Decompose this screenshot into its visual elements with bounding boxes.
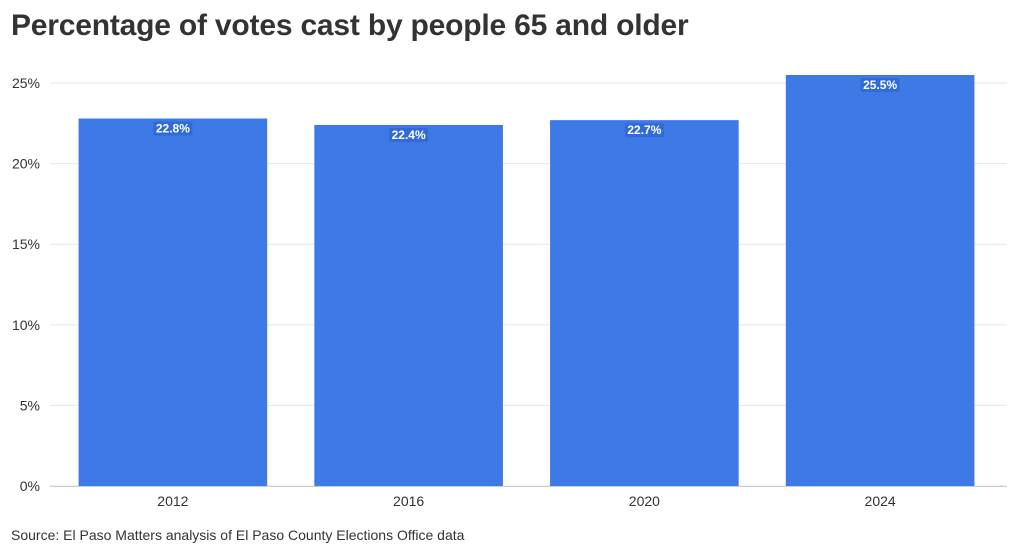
bars: 22.8% 22.4% 22.7% 25.5% <box>78 75 975 487</box>
bar-2016 <box>314 124 503 486</box>
bar-2024 <box>785 75 975 486</box>
x-tick-label: 2012 <box>157 493 188 509</box>
data-label: 25.5% <box>863 78 897 92</box>
y-tick-label: 20% <box>12 156 40 172</box>
y-tick-label: 10% <box>12 317 40 333</box>
data-label-background <box>624 123 664 138</box>
bar-2020 <box>550 120 739 487</box>
y-tick-label: 25% <box>12 75 40 91</box>
x-tick-label: 2016 <box>393 493 424 509</box>
data-label: 22.4% <box>392 128 426 142</box>
y-tick-label: 0% <box>20 478 40 494</box>
data-label: 22.7% <box>627 123 661 137</box>
data-label-background <box>860 78 900 92</box>
data-label-background <box>389 127 429 142</box>
x-axis-ticks: 2012 2016 2020 2024 <box>157 493 896 509</box>
x-tick-label: 2024 <box>865 493 896 509</box>
data-label-background <box>153 121 193 136</box>
chart-title: Percentage of votes cast by people 65 an… <box>11 9 689 42</box>
y-axis-ticks: 0% 5% 10% 15% 20% 25% <box>12 75 40 494</box>
y-tick-label: 5% <box>20 397 40 413</box>
data-label: 22.8% <box>156 122 190 136</box>
y-tick-label: 15% <box>12 236 40 252</box>
bar-2012 <box>78 118 268 487</box>
source-note: Source: El Paso Matters analysis of El P… <box>11 527 465 543</box>
x-tick-label: 2020 <box>629 493 660 509</box>
